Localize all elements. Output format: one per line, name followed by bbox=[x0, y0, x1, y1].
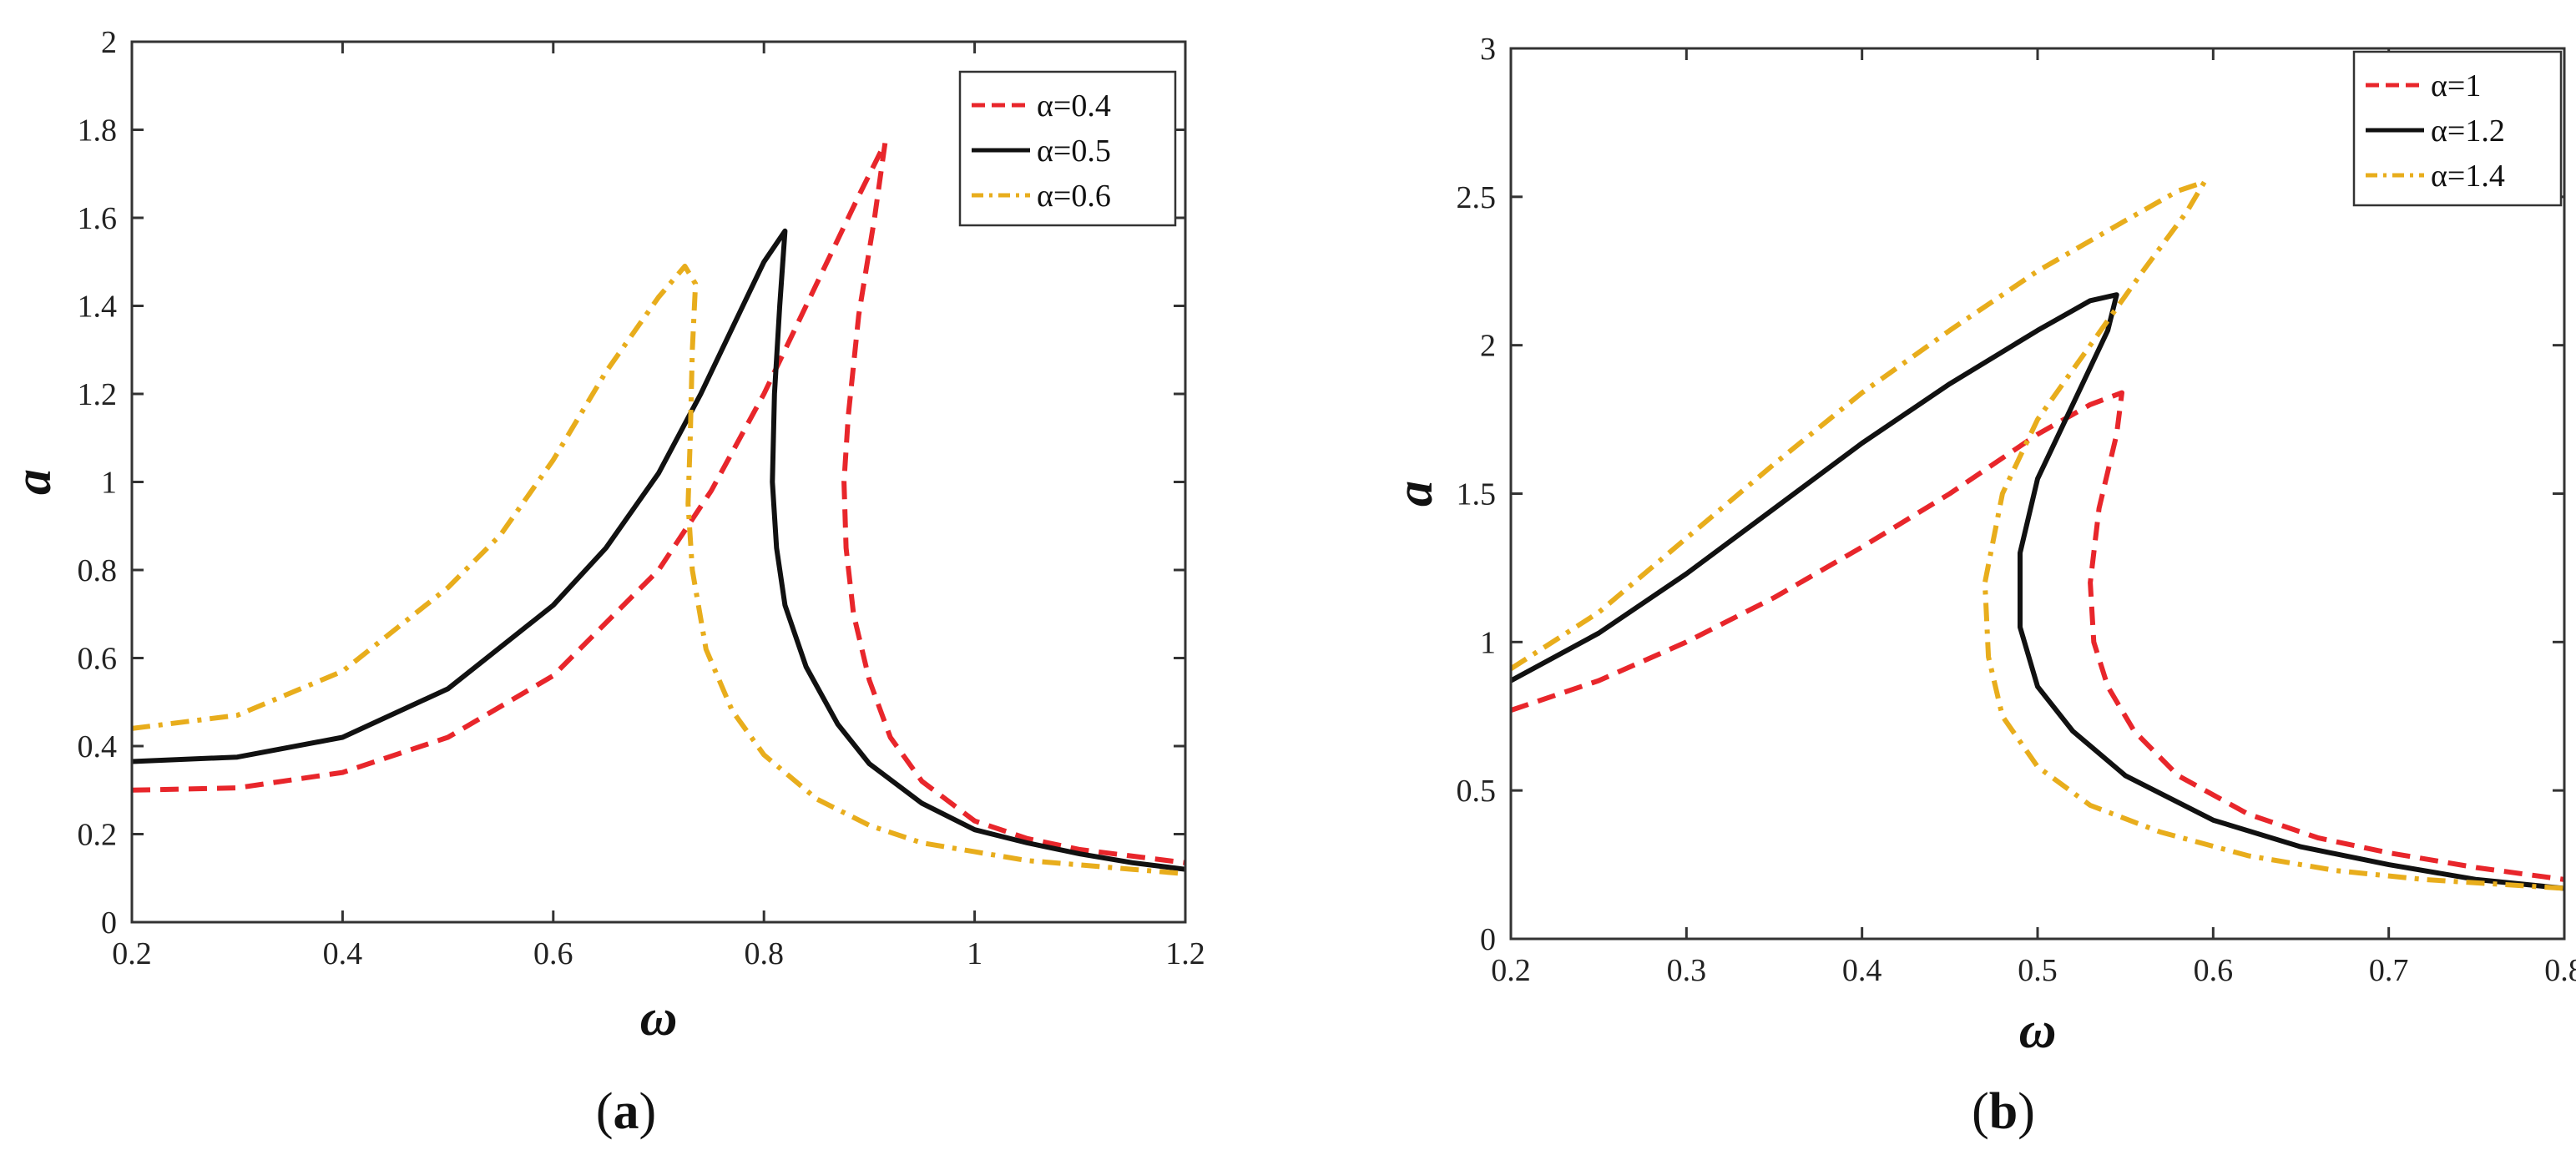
y-tick-label: 0 bbox=[1480, 922, 1496, 957]
y-tick-label: 2 bbox=[1480, 329, 1496, 364]
panel-a-chart: 0.2 0.4 0.6 0.8 1 1.200.20.40.60.811.21.41.61… bbox=[5, 25, 1205, 1047]
y-tick-label: 0.5 bbox=[1457, 774, 1497, 809]
y-tick-label: 0.4 bbox=[78, 729, 118, 764]
x-tick-label: 0.8 bbox=[744, 936, 784, 971]
y-tick-label: 0.2 bbox=[78, 818, 118, 853]
series-line-b-2 bbox=[1509, 179, 2565, 891]
panel-b-chart: 0.20.30.40.50.60.70.800.511.522.53ωaα=1α… bbox=[1386, 32, 2576, 1059]
y-tick-label: 2 bbox=[101, 25, 117, 60]
legend-entry: α=0.4 bbox=[1037, 88, 1111, 124]
y-tick-label: 1.5 bbox=[1457, 477, 1497, 512]
series-line-b-1 bbox=[1509, 292, 2565, 891]
x-tick-label: 0.7 bbox=[2369, 953, 2409, 988]
y-axis-label: a bbox=[5, 469, 62, 495]
y-tick-label: 1 bbox=[1480, 625, 1496, 660]
legend-entry: α=0.5 bbox=[1037, 134, 1111, 169]
x-tick-label: 0.5 bbox=[2018, 953, 2058, 988]
panel-b-label: (b) bbox=[1972, 1083, 2035, 1140]
legend-entry: α=0.6 bbox=[1037, 179, 1111, 214]
legend-entry: α=1.4 bbox=[2431, 159, 2505, 194]
x-tick-label: 0.4 bbox=[323, 936, 363, 971]
x-tick-label: 1 bbox=[967, 936, 982, 971]
x-tick-label: 0.3 bbox=[1667, 953, 1707, 988]
y-tick-label: 0 bbox=[101, 905, 117, 941]
panel-b-letter: b bbox=[1989, 1083, 2018, 1140]
series-line-b-0 bbox=[1510, 390, 2565, 882]
y-tick-label: 1.6 bbox=[78, 201, 118, 236]
y-tick-label: 1.2 bbox=[78, 377, 118, 412]
y-tick-label: 1.8 bbox=[78, 113, 118, 149]
x-axis-label: ω bbox=[2019, 1002, 2057, 1059]
y-tick-label: 0.8 bbox=[78, 553, 118, 588]
series-line-a-0 bbox=[131, 140, 1186, 865]
y-axis-label: a bbox=[1386, 481, 1443, 507]
x-tick-label: 0.6 bbox=[533, 936, 573, 971]
panel-a-label: (a) bbox=[596, 1083, 656, 1140]
panel-a-letter: a bbox=[614, 1083, 639, 1140]
y-tick-label: 3 bbox=[1480, 32, 1496, 67]
y-tick-label: 1.4 bbox=[78, 290, 118, 325]
y-tick-label: 0.6 bbox=[78, 642, 118, 677]
x-axis-label: ω bbox=[640, 990, 678, 1047]
legend: α=1 α=1.2 α=1.4 bbox=[2352, 50, 2563, 207]
x-tick-label: 0.8 bbox=[2544, 953, 2576, 988]
legend: α=0.4 α=0.5 α=0.6 bbox=[958, 70, 1177, 227]
x-tick-label: 0.4 bbox=[1842, 953, 1882, 988]
x-tick-label: 0.6 bbox=[2194, 953, 2234, 988]
x-tick-label: 1.2 bbox=[1165, 936, 1205, 971]
legend-entry: α=1 bbox=[2431, 68, 2481, 103]
x-tick-label: 0.2 bbox=[1491, 953, 1531, 988]
series-line-a-2 bbox=[131, 264, 1186, 876]
legend-entry: α=1.2 bbox=[2431, 113, 2505, 149]
y-tick-label: 1 bbox=[101, 466, 117, 501]
y-tick-label: 2.5 bbox=[1457, 180, 1497, 215]
series-line-a-1 bbox=[131, 228, 1186, 872]
x-tick-label: 0.2 bbox=[112, 936, 152, 971]
